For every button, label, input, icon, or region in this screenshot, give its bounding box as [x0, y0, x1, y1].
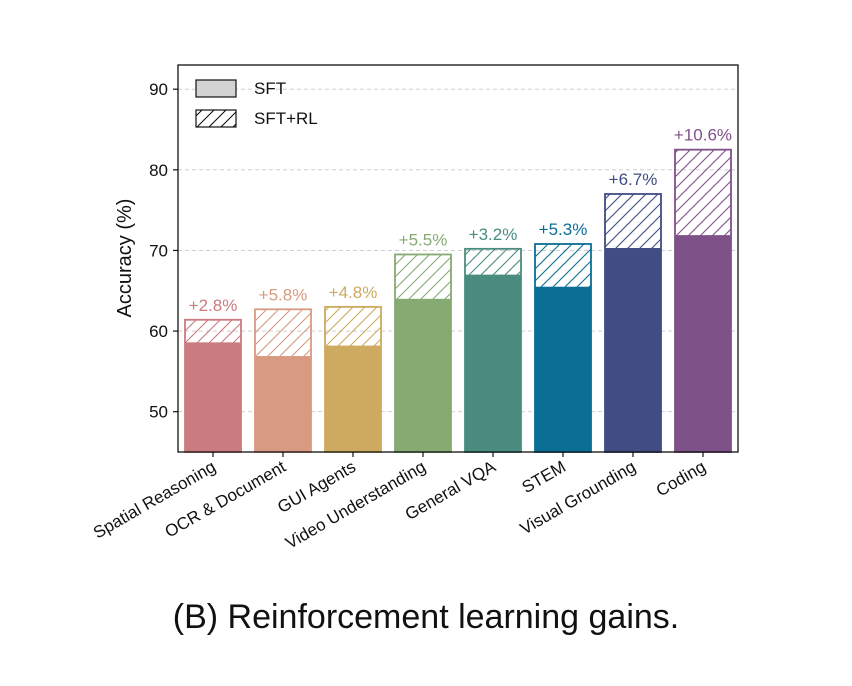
bars	[184, 148, 732, 453]
figure-caption: (B) Reinforcement learning gains.	[172, 598, 680, 636]
legend-swatch	[195, 79, 237, 98]
x-tick-label: STEM	[519, 457, 569, 497]
plot-area-frame	[177, 64, 739, 453]
bar-sft	[395, 298, 451, 452]
bar-sft	[465, 274, 521, 452]
legend: SFT SFT+RL	[195, 79, 318, 128]
gain-labels: +2.8% +5.8% +4.8% +5.5% +3.2% +5.3% +6.7% +10.6…	[189, 126, 732, 315]
bar-sft	[675, 235, 731, 452]
y-tick-label: 90	[149, 80, 168, 99]
x-tick-label: Spatial Reasoning	[90, 457, 219, 542]
gain-label: +5.8%	[259, 285, 308, 304]
gain-label: +5.3%	[539, 220, 588, 239]
bar-sft	[605, 248, 661, 452]
bar-sft	[325, 345, 381, 452]
legend-label: SFT+RL	[254, 109, 318, 128]
x-tick-label: Visual Grounding	[517, 457, 639, 539]
y-tick-label: 50	[149, 403, 168, 422]
gain-label: +2.8%	[189, 296, 238, 315]
legend-label: SFT	[254, 79, 286, 98]
bar-sft	[535, 286, 591, 452]
bar-sft	[185, 342, 241, 452]
bar-sft	[255, 356, 311, 452]
gain-label: +10.6%	[674, 126, 732, 145]
gain-label: +3.2%	[469, 225, 518, 244]
x-tick-label: Coding	[653, 457, 709, 500]
y-axis-title: Accuracy (%)	[114, 199, 136, 318]
y-tick-label: 60	[149, 322, 168, 341]
y-tick-label: 70	[149, 241, 168, 260]
legend-swatch	[195, 109, 237, 128]
bar-chart: +2.8% +5.8% +4.8% +5.5% +3.2% +5.3% +6.7% +10.6…	[90, 64, 739, 553]
x-tick-label: OCR & Document	[162, 457, 290, 542]
y-tick-label: 80	[149, 161, 168, 180]
gain-label: +4.8%	[329, 283, 378, 302]
gain-label: +5.5%	[399, 230, 448, 249]
gain-label: +6.7%	[609, 170, 658, 189]
